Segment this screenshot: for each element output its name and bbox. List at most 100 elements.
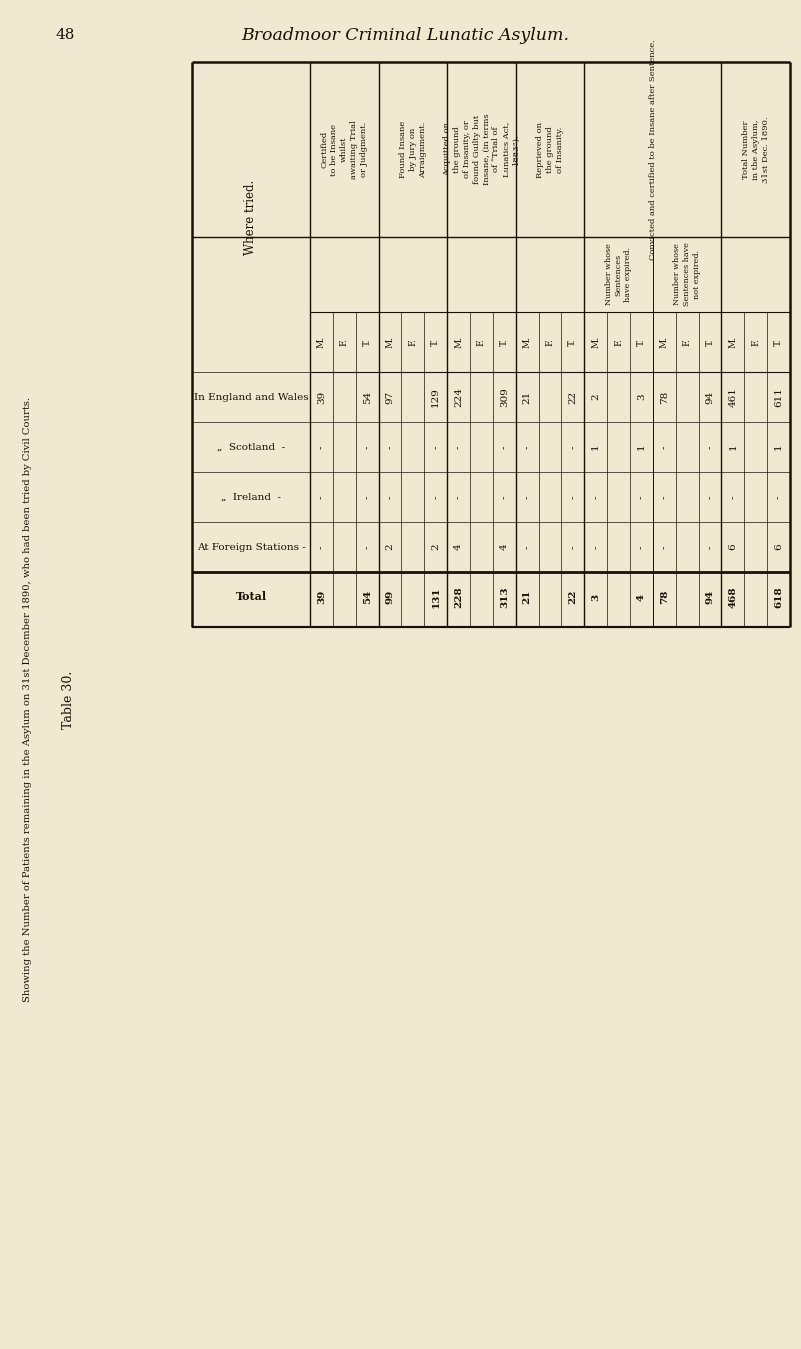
Text: -: - (569, 495, 578, 499)
Text: 94: 94 (706, 390, 714, 403)
Text: T.: T. (706, 339, 714, 345)
Text: -: - (591, 495, 600, 499)
Text: T.: T. (637, 339, 646, 345)
Text: -: - (431, 445, 441, 449)
Text: -: - (363, 545, 372, 549)
Text: 131: 131 (431, 587, 441, 608)
Text: M.: M. (591, 336, 600, 348)
Text: -: - (706, 545, 714, 549)
Text: -: - (454, 495, 463, 499)
Text: 6: 6 (728, 544, 738, 550)
Text: 309: 309 (500, 387, 509, 407)
Text: Certified
to be Insane
whilst
awaiting Trial
or Judgment.: Certified to be Insane whilst awaiting T… (320, 120, 368, 179)
Text: F.: F. (614, 339, 623, 345)
Text: Total Number
in the Asylum,
31st Dec. 1890.: Total Number in the Asylum, 31st Dec. 18… (742, 116, 770, 182)
Text: Where tried.: Where tried. (244, 179, 257, 255)
Text: T.: T. (774, 339, 783, 345)
Text: -: - (500, 445, 509, 449)
Text: -: - (317, 545, 326, 549)
Text: 2: 2 (431, 544, 441, 550)
Text: Broadmoor Criminal Lunatic Asylum.: Broadmoor Criminal Lunatic Asylum. (241, 27, 569, 43)
Text: At Foreign Stations -: At Foreign Stations - (196, 542, 305, 552)
Text: 4: 4 (454, 544, 463, 550)
Text: 618: 618 (774, 587, 783, 608)
Text: „  Ireland  -: „ Ireland - (221, 492, 281, 502)
Text: -: - (660, 545, 669, 549)
Text: -: - (591, 545, 600, 549)
Text: -: - (500, 495, 509, 499)
Text: F.: F. (409, 339, 417, 345)
Text: M.: M. (728, 336, 738, 348)
Text: -: - (385, 445, 395, 449)
Text: -: - (454, 445, 463, 449)
Text: -: - (522, 545, 532, 549)
Text: 78: 78 (660, 590, 669, 604)
Text: -: - (317, 445, 326, 449)
Text: 22: 22 (569, 590, 578, 604)
Text: „  Scotland  -: „ Scotland - (217, 442, 285, 452)
Text: Showing the Number of Patients remaining in the Asylum on 31st December 1890, wh: Showing the Number of Patients remaining… (23, 398, 33, 1002)
Text: M.: M. (385, 336, 395, 348)
Text: M.: M. (454, 336, 463, 348)
Text: Convicted and certified to be Insane after Sentence.: Convicted and certified to be Insane aft… (649, 39, 657, 260)
Text: -: - (569, 445, 578, 449)
Text: 3: 3 (591, 594, 600, 600)
Text: 611: 611 (774, 387, 783, 407)
Text: T.: T. (569, 339, 578, 345)
Text: F.: F. (682, 339, 691, 345)
Text: F.: F. (340, 339, 348, 345)
Text: -: - (660, 445, 669, 449)
Text: 97: 97 (385, 390, 395, 403)
Text: -: - (706, 445, 714, 449)
Text: 2: 2 (591, 394, 600, 401)
Text: 1: 1 (637, 444, 646, 451)
Text: 129: 129 (431, 387, 441, 407)
Text: 21: 21 (522, 590, 532, 604)
Text: F.: F. (477, 339, 486, 345)
Text: 54: 54 (363, 590, 372, 604)
Text: T.: T. (363, 339, 372, 345)
Text: 22: 22 (569, 390, 578, 403)
Text: M.: M. (522, 336, 532, 348)
Text: -: - (660, 495, 669, 499)
Text: 54: 54 (363, 390, 372, 403)
Text: 21: 21 (522, 390, 532, 403)
Text: -: - (431, 495, 441, 499)
Text: Found Insane
by Jury on
Arraignment.: Found Insane by Jury on Arraignment. (399, 121, 427, 178)
Text: 461: 461 (728, 387, 738, 407)
Text: 2: 2 (385, 544, 395, 550)
Text: Number whose
Sentences
have expired.: Number whose Sentences have expired. (605, 244, 632, 305)
Text: 99: 99 (385, 590, 395, 604)
Text: T.: T. (431, 339, 441, 345)
Text: Reprieved on
the ground
of Insanity.: Reprieved on the ground of Insanity. (536, 121, 564, 178)
Text: -: - (706, 495, 714, 499)
Text: -: - (637, 545, 646, 549)
Text: M.: M. (660, 336, 669, 348)
Text: -: - (363, 495, 372, 499)
Text: -: - (637, 495, 646, 499)
Text: -: - (317, 495, 326, 499)
Text: -: - (522, 445, 532, 449)
Text: 48: 48 (55, 28, 74, 42)
Text: 1: 1 (591, 444, 600, 451)
Text: F.: F. (751, 339, 760, 345)
Text: Table 30.: Table 30. (62, 670, 74, 728)
Text: M.: M. (317, 336, 326, 348)
Text: -: - (385, 495, 395, 499)
Text: 3: 3 (637, 394, 646, 401)
Text: 4: 4 (500, 544, 509, 550)
Text: 313: 313 (500, 587, 509, 608)
Text: 39: 39 (317, 590, 326, 604)
Text: 94: 94 (706, 590, 714, 604)
Text: 1: 1 (774, 444, 783, 451)
Text: F.: F. (545, 339, 554, 345)
Text: -: - (728, 495, 738, 499)
Text: Acquitted on
the ground
of Insanity, or
found Guilty but
Insane, (in terms
of “T: Acquitted on the ground of Insanity, or … (443, 113, 520, 185)
Text: 1: 1 (728, 444, 738, 451)
Text: -: - (522, 495, 532, 499)
Text: 39: 39 (317, 390, 326, 403)
Text: -: - (569, 545, 578, 549)
Text: 6: 6 (774, 544, 783, 550)
Text: Number whose
Sentences have
not expired.: Number whose Sentences have not expired. (674, 243, 701, 306)
Text: T.: T. (500, 339, 509, 345)
